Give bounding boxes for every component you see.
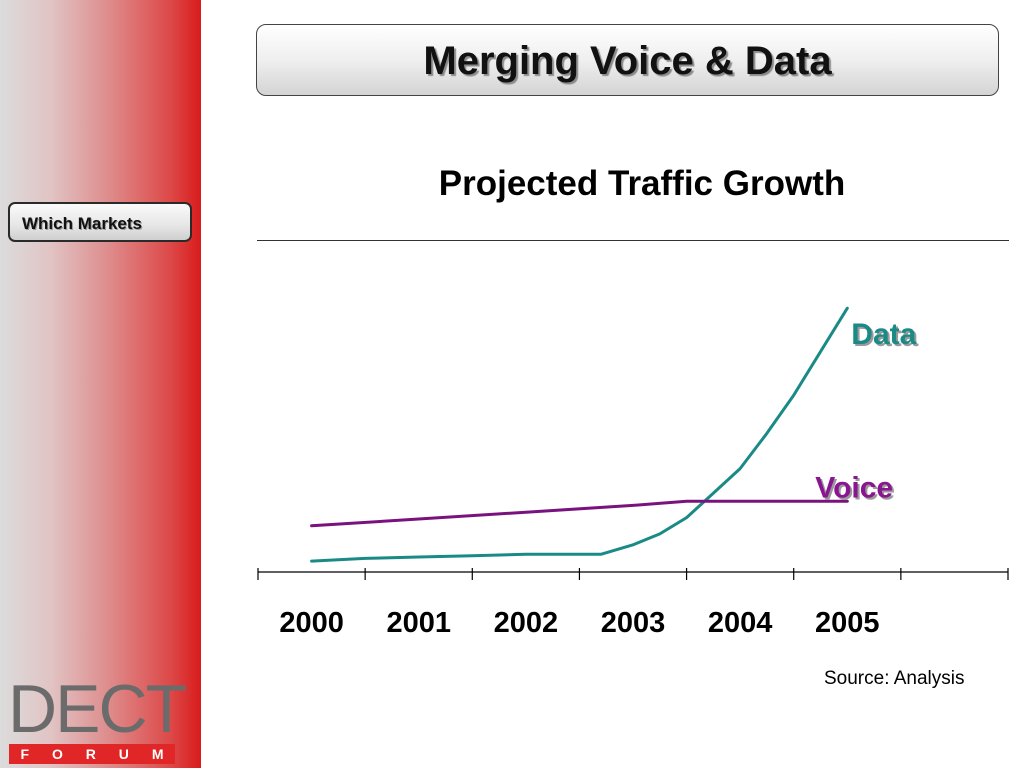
which-markets-button[interactable]: Which Markets — [8, 202, 192, 242]
chart-title: Projected Traffic Growth — [438, 164, 846, 203]
forum-letter-r: R — [85, 746, 96, 762]
series-label-data: Data — [851, 318, 916, 351]
source-note: Source: Analysis — [824, 668, 965, 689]
x-tick-label: 2000 — [279, 607, 344, 639]
slide-title-box: Merging Voice & Data — [256, 24, 999, 96]
forum-letter-m: M — [151, 746, 164, 762]
sidebar: Which Markets DECT F O R U M — [0, 0, 201, 768]
series-line-data — [310, 306, 849, 563]
series-line-voice — [310, 499, 849, 528]
forum-letter-o: O — [51, 746, 63, 762]
forum-letter-f: F — [20, 746, 30, 762]
x-tick-label: 2005 — [815, 607, 880, 639]
x-tick-label: 2001 — [386, 607, 451, 639]
series-label-shadow: Data — [853, 320, 918, 353]
x-tick-label: 2004 — [708, 607, 773, 639]
series-label-voice: Voice — [815, 471, 893, 504]
forum-letter-u: U — [118, 746, 129, 762]
x-tick-label: 2002 — [494, 607, 559, 639]
dect-logo-text: DECT — [8, 671, 187, 747]
series-label-shadow: Voice — [817, 473, 895, 506]
slide-title: Merging Voice & Data — [423, 39, 832, 83]
title-divider — [257, 240, 1009, 241]
forum-logo-bar: F O R U M — [9, 744, 175, 764]
x-tick-label: 2003 — [601, 607, 666, 639]
